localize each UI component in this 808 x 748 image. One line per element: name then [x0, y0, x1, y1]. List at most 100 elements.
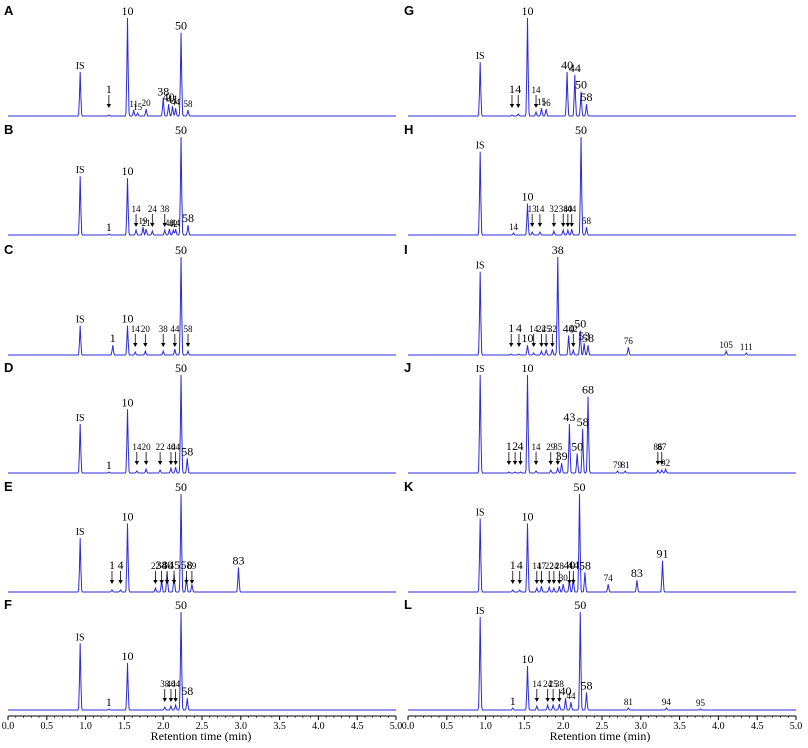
- peak-label: IS: [476, 261, 485, 272]
- peak-label: 58: [577, 415, 589, 429]
- peak-label: 1: [509, 82, 515, 96]
- peak-label: 20: [142, 98, 152, 108]
- peak-label: 1: [106, 458, 112, 472]
- peak-label: 4: [516, 321, 522, 335]
- peak-arrowhead: [162, 223, 167, 227]
- peak-label: 50: [175, 123, 187, 137]
- peak-label: 42: [169, 219, 178, 229]
- peak-label: 20: [142, 442, 152, 452]
- peak-arrowhead: [506, 461, 512, 465]
- panel-letter: J: [404, 360, 411, 375]
- peak-label: 58: [580, 90, 592, 104]
- peak-label: IS: [476, 606, 485, 617]
- x-tick-label: 3.0: [235, 721, 248, 732]
- peak-label: 69: [187, 561, 197, 571]
- peak-label: 10: [522, 190, 534, 204]
- peak-label: 10: [522, 652, 534, 666]
- x-tick-label: 1.5: [518, 721, 531, 732]
- peak-label: 14: [532, 85, 542, 95]
- peak-label: 43: [563, 410, 575, 424]
- peak-label: 40: [563, 558, 575, 572]
- peak-label: 40: [161, 558, 173, 572]
- peak-label: 40: [563, 321, 575, 335]
- panel-letter: F: [4, 597, 12, 612]
- chromatogram-trace: [408, 374, 796, 474]
- x-tick-label: 4.5: [351, 721, 364, 732]
- peak-arrowhead: [173, 698, 178, 702]
- panel-letter: K: [404, 479, 414, 494]
- peak-label: 24: [537, 324, 547, 334]
- peak-arrowhead: [134, 461, 140, 465]
- peak-label: 35: [553, 442, 563, 452]
- peak-label: 10: [522, 509, 534, 523]
- chromatogram-trace: [408, 493, 796, 593]
- peak-arrowhead: [548, 461, 553, 465]
- peak-arrowhead: [571, 343, 576, 347]
- peak-label: 42: [569, 324, 578, 334]
- peak-label: IS: [476, 51, 485, 62]
- peak-label: 58: [182, 211, 194, 225]
- x-axis-title-right: Retention time (min): [550, 729, 651, 743]
- chromatogram-trace: [408, 256, 796, 356]
- peak-label: 14: [132, 204, 142, 214]
- x-tick-label: 4.0: [712, 721, 725, 732]
- peak-label: 14: [532, 442, 542, 452]
- peak-arrowhead: [545, 698, 550, 702]
- peak-label: 4: [515, 82, 521, 96]
- peak-label: 40: [166, 679, 176, 689]
- panel-letter: L: [404, 597, 412, 612]
- peak-label: 58: [579, 558, 591, 572]
- peak-arrowhead: [550, 698, 556, 702]
- peak-label: IS: [76, 61, 85, 72]
- peak-label: IS: [476, 364, 485, 375]
- peak-label: 38: [157, 84, 169, 98]
- peak-arrowhead: [557, 698, 562, 702]
- peak-label: 10: [522, 331, 534, 345]
- peak-label: 10: [522, 361, 534, 375]
- peak-label: 44: [569, 61, 581, 75]
- peak-arrowhead: [509, 343, 514, 347]
- peak-label: 19: [139, 216, 149, 226]
- peak-arrowhead: [189, 580, 195, 584]
- peak-label: 50: [175, 19, 187, 33]
- peak-label: 24: [543, 679, 553, 689]
- chromatogram-trace: [8, 493, 396, 593]
- peak-arrowhead: [543, 343, 549, 347]
- peak-label: 15: [537, 97, 547, 107]
- peak-label: 1: [510, 694, 516, 708]
- peak-label: 14: [535, 204, 545, 214]
- peak-label: 86: [653, 442, 663, 452]
- peak-label: 50: [575, 123, 587, 137]
- peak-arrowhead: [547, 580, 552, 584]
- peak-arrowhead: [162, 698, 167, 702]
- peak-arrowhead: [539, 580, 544, 584]
- peak-label: 28: [555, 561, 565, 571]
- peak-label: 13: [528, 204, 538, 214]
- x-tick-label: 1.5: [118, 721, 131, 732]
- peak-arrowhead: [533, 461, 539, 465]
- peak-arrowhead: [184, 580, 189, 584]
- chromatogram-trace: [8, 611, 396, 711]
- peak-label: 38: [160, 679, 170, 689]
- peak-arrowhead: [567, 580, 572, 584]
- peak-label: 1: [109, 558, 115, 572]
- peak-arrowhead: [143, 343, 148, 347]
- peak-arrowhead: [529, 223, 535, 227]
- peak-label: 10: [122, 312, 134, 326]
- peak-arrowhead: [509, 104, 515, 108]
- peak-label: 58: [184, 99, 194, 109]
- x-tick-label: 0.0: [402, 721, 415, 732]
- peak-label: 44: [171, 218, 181, 228]
- peak-label: 10: [522, 4, 534, 18]
- peak-arrowhead: [569, 223, 574, 227]
- peak-arrowhead: [550, 343, 555, 347]
- peak-label: 45: [168, 558, 180, 572]
- peak-arrowhead: [133, 223, 139, 227]
- peak-arrowhead: [171, 580, 177, 584]
- peak-label: IS: [476, 508, 485, 519]
